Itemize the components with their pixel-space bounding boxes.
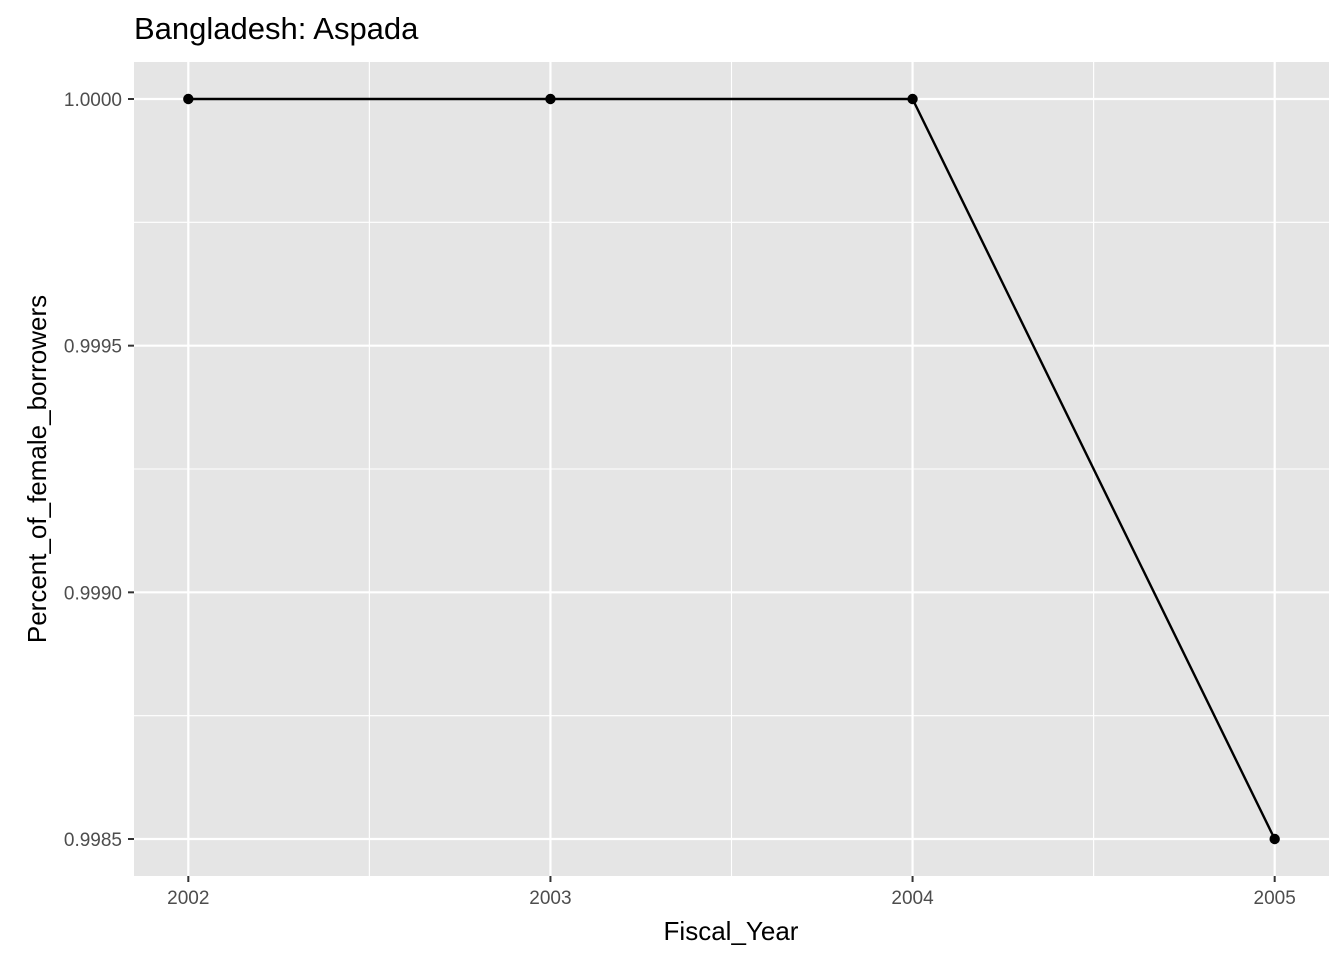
series-lines — [188, 97, 1276, 840]
data-point — [907, 93, 918, 105]
x-tick-label: 2003 — [529, 888, 571, 909]
x-axis-title: Fiscal_Year — [664, 916, 799, 946]
y-axis: 0.9985 0.9990 0.9995 1.0000 — [64, 90, 134, 851]
y-tick-label: 1.0000 — [64, 90, 122, 111]
series-line — [188, 97, 1276, 840]
data-point — [1269, 833, 1280, 845]
data-point — [183, 93, 194, 105]
data-point — [545, 93, 556, 105]
x-tick-label: 2004 — [891, 888, 934, 909]
x-tick-label: 2002 — [167, 888, 209, 909]
x-tick-label: 2005 — [1254, 888, 1296, 909]
x-axis: 2002 2003 2004 2005 — [167, 876, 1296, 909]
y-tick-label: 0.9990 — [64, 583, 122, 604]
series-points — [183, 93, 1280, 845]
chart-title: Bangladesh: Aspada — [134, 11, 419, 46]
y-tick-label: 0.9985 — [64, 830, 122, 851]
y-tick-label: 0.9995 — [64, 337, 122, 358]
y-axis-title: Percent_of_female_borrowers — [22, 295, 52, 643]
